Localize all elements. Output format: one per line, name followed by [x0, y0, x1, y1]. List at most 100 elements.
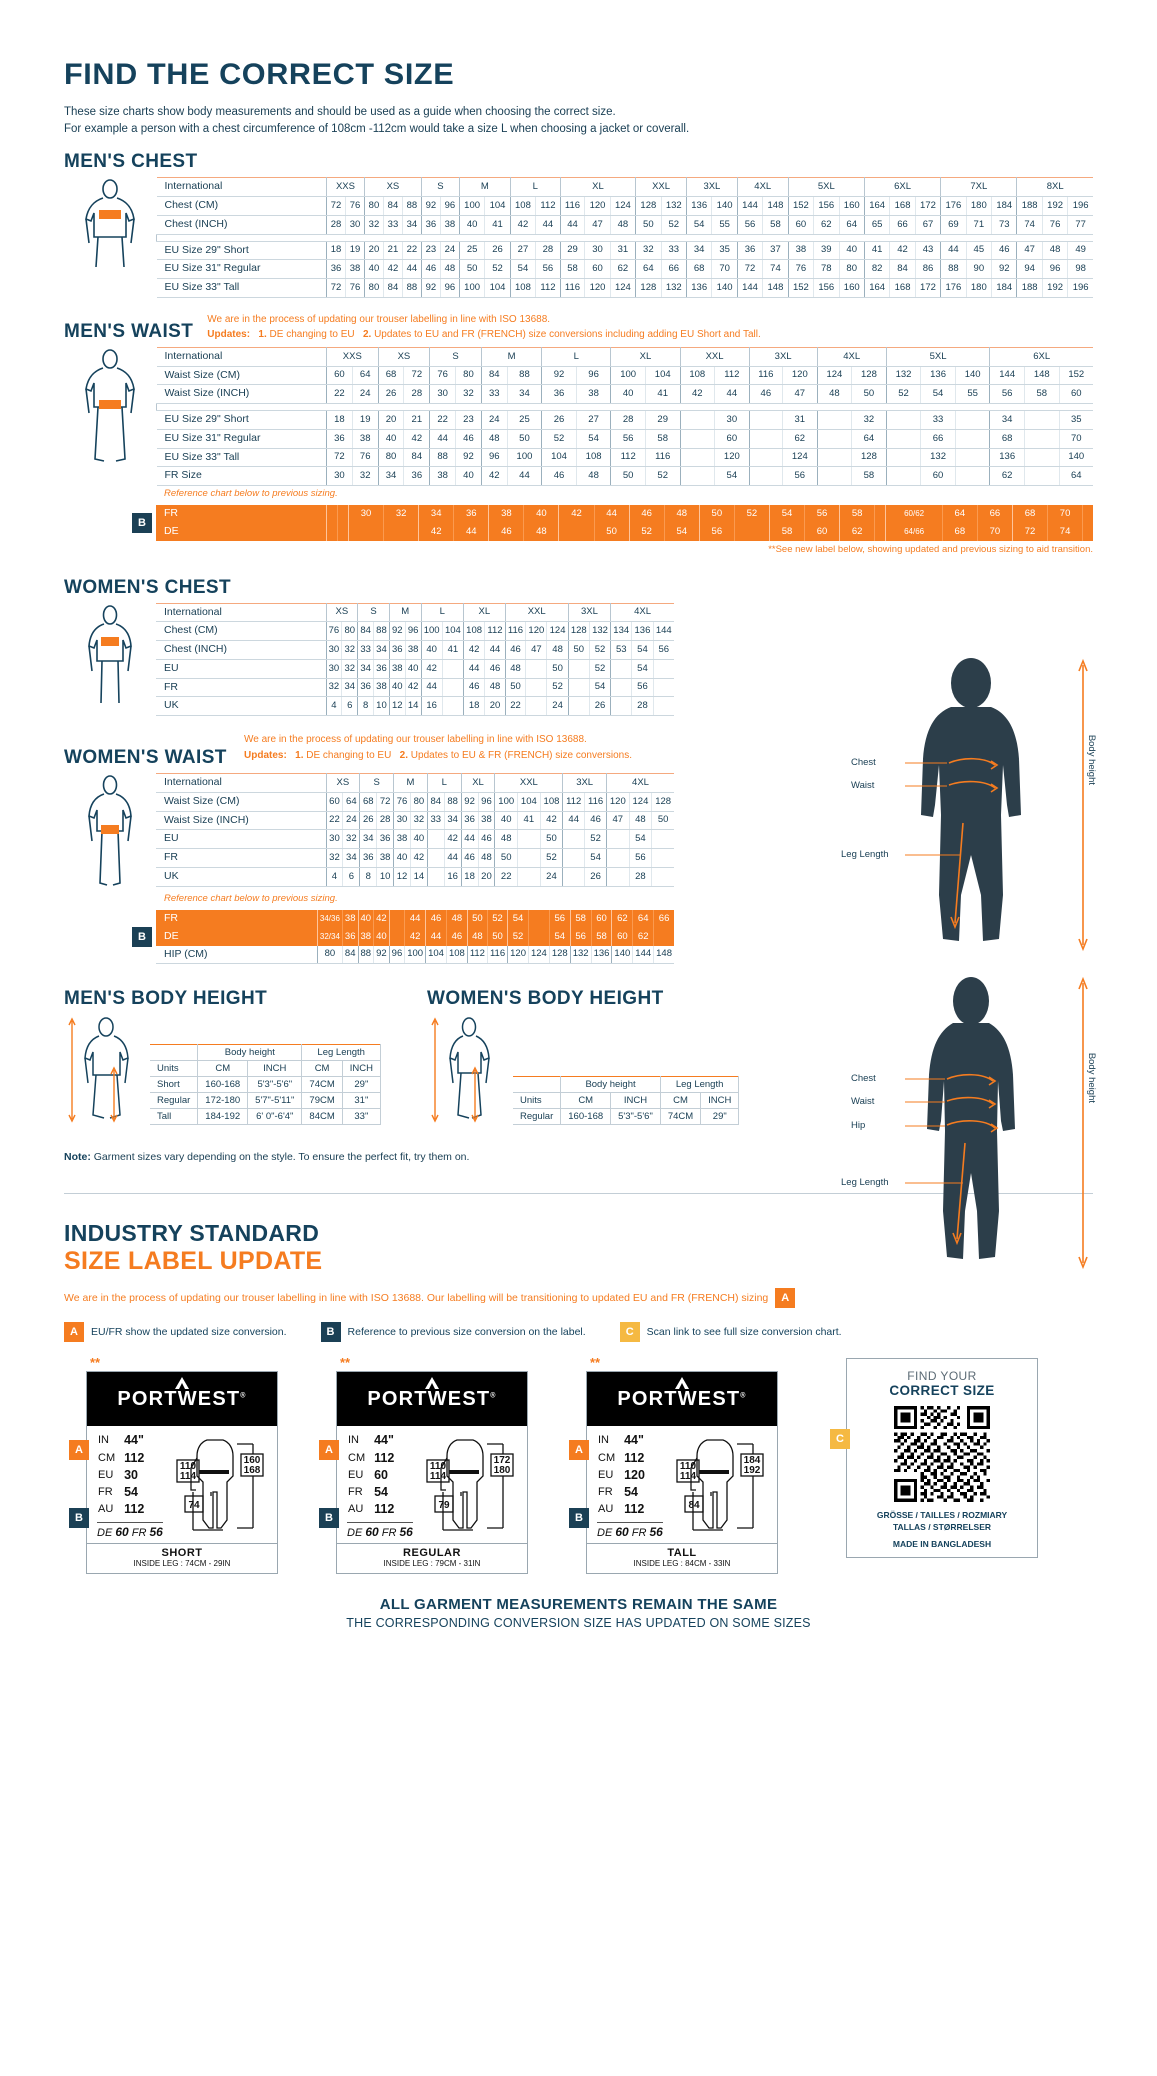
table-cell: 108 — [679, 366, 715, 386]
table-cell: 12 — [388, 696, 406, 717]
bh-row: Regular 160-168 5'3"-5'6" 74CM 29" — [512, 1108, 740, 1126]
column-header: XXS — [326, 177, 365, 198]
table-cell: 29 — [644, 410, 680, 430]
column-header: XL — [460, 773, 495, 793]
previous-size-cell: 36 — [341, 927, 358, 946]
column-header: 7XL — [940, 177, 1017, 198]
label-spec-row: IN 44" — [347, 1432, 395, 1449]
table-cell: 38 — [344, 259, 365, 280]
table-cell — [954, 448, 990, 468]
label-spec-row: IN 44" — [97, 1432, 145, 1449]
table-cell: 64 — [1058, 466, 1093, 487]
label-height-max: 180 — [494, 1465, 511, 1476]
section-womens-waist: We are in the process of updating our tr… — [64, 732, 674, 965]
table-cell — [606, 829, 630, 850]
table-cell: 42 — [462, 640, 485, 660]
table-cell: 96 — [404, 621, 422, 642]
updates-line1: We are in the process of updating our tr… — [207, 313, 551, 325]
female-chest-figure — [64, 603, 156, 717]
womens-waist-previous-table: FR 34/36 38 40 42 44 46 48 50 52 54 56 58 60 62 64 66 DE 3… — [156, 910, 674, 965]
womens-waist-orange-body: FR 34/36 38 40 42 44 46 48 50 52 54 56 58 60 62 64 66 DE 3… — [156, 910, 674, 965]
label-spec-row: EU 60 — [347, 1467, 395, 1484]
column-header: L — [426, 773, 462, 793]
womens-waist-table-wrap: International XS S M L XL XXL 3XL 4XL Waist Size … — [64, 773, 674, 891]
table-cell: 176 — [940, 196, 967, 216]
table-cell: 38 — [388, 659, 406, 679]
table-cell: 108 — [539, 792, 563, 812]
table-cell: 54 — [575, 429, 611, 449]
bh-cell: 29" — [700, 1108, 740, 1126]
table-cell: 82 — [863, 259, 890, 280]
previous-size-cell — [325, 505, 338, 523]
label-spec-value: 112 — [374, 1450, 395, 1465]
table-cell: 24 — [480, 410, 508, 430]
previous-size-cell: 42 — [418, 522, 454, 541]
row-label: International — [156, 347, 327, 367]
table-cell: 152 — [787, 278, 814, 298]
mens-chest-table-wrap: International XXS XS S M L XL XXL 3XL 4XL 5XL 6XL 7X… — [64, 177, 1093, 298]
hip-cell: 148 — [653, 945, 674, 965]
table-cell: 64 — [351, 366, 379, 386]
table-cell: 72 — [326, 278, 346, 298]
table-row: Chest (CM) 72 76 80 84 88 92 96 100 104 108 112 116 1… — [156, 196, 1093, 216]
previous-size-cell: 42 — [558, 505, 595, 523]
table-cell: 14 — [404, 696, 422, 717]
column-header: 6XL — [989, 347, 1093, 367]
badge-b-card: B — [319, 1508, 339, 1529]
previous-size-cell: 48 — [663, 505, 700, 523]
label-fr-value: 56 — [399, 1524, 413, 1539]
table-cell: 30 — [584, 241, 611, 261]
table-cell: 58 — [559, 259, 585, 280]
table-cell: 124 — [546, 621, 569, 642]
label-height-max: 192 — [744, 1465, 761, 1476]
table-cell: 24 — [351, 384, 379, 405]
table-cell: 52 — [541, 429, 577, 449]
table-cell: 68 — [359, 792, 377, 812]
table-cell: 34 — [342, 848, 360, 868]
label-spec-key: EU — [598, 1468, 614, 1481]
table-cell: 23 — [455, 410, 482, 430]
qr-card[interactable]: C FIND YOUR CORRECT SIZE — [830, 1358, 1038, 1559]
bh-cell: 74CM — [659, 1108, 702, 1126]
previous-size-cell: 50 — [593, 522, 630, 541]
table-cell: 128 — [567, 621, 590, 642]
column-header: 4XL — [816, 347, 887, 367]
table-cell: 120 — [606, 792, 630, 812]
table-cell: 42 — [539, 811, 563, 831]
bh-sub-header: Units — [150, 1060, 199, 1078]
table-cell: 76 — [325, 621, 342, 642]
qr-code-image[interactable] — [894, 1406, 990, 1503]
womens-body-height-title: WOMEN'S BODY HEIGHT — [426, 988, 664, 1010]
table-cell: 48 — [1041, 241, 1068, 261]
table-cell: 104 — [484, 196, 511, 216]
table-cell — [652, 696, 674, 717]
table-cell — [885, 429, 921, 449]
previous-size-cell — [874, 522, 886, 541]
table-cell: 156 — [813, 278, 839, 298]
hip-cell: 112 — [466, 945, 488, 965]
table-cell — [567, 659, 590, 679]
table-cell: 22 — [401, 241, 422, 261]
label-inside-leg: INSIDE LEG : 79CM - 31IN — [383, 1559, 481, 1569]
table-cell: 72 — [736, 259, 763, 280]
table-cell: 52 — [885, 384, 921, 405]
table-cell: 134 — [610, 621, 632, 642]
womens-chest-table: International XS S M L XL XXL 3XL 4XL Chest (CM) 7… — [156, 603, 674, 717]
label-spec-row: EU 30 — [97, 1467, 145, 1484]
table-cell: 48 — [575, 466, 611, 487]
table-cell: 21 — [382, 241, 403, 261]
table-cell: 76 — [1041, 215, 1068, 235]
male-model-figure — [905, 658, 1088, 952]
table-cell: 132 — [920, 448, 956, 468]
table-cell: 54 — [628, 829, 652, 850]
table-cell: 48 — [477, 848, 495, 868]
previous-size-cell: 44 — [425, 927, 447, 946]
table-cell: 112 — [484, 621, 506, 642]
table-cell: 168 — [889, 278, 916, 298]
previous-size-cell: 48 — [445, 910, 468, 928]
table-cell: 18 — [462, 696, 485, 717]
w-updates-num-1: 1. — [295, 749, 304, 761]
portwest-logo: PORTWEST® — [587, 1372, 777, 1427]
table-cell: 40 — [409, 829, 428, 850]
table-cell: 38 — [787, 241, 814, 261]
